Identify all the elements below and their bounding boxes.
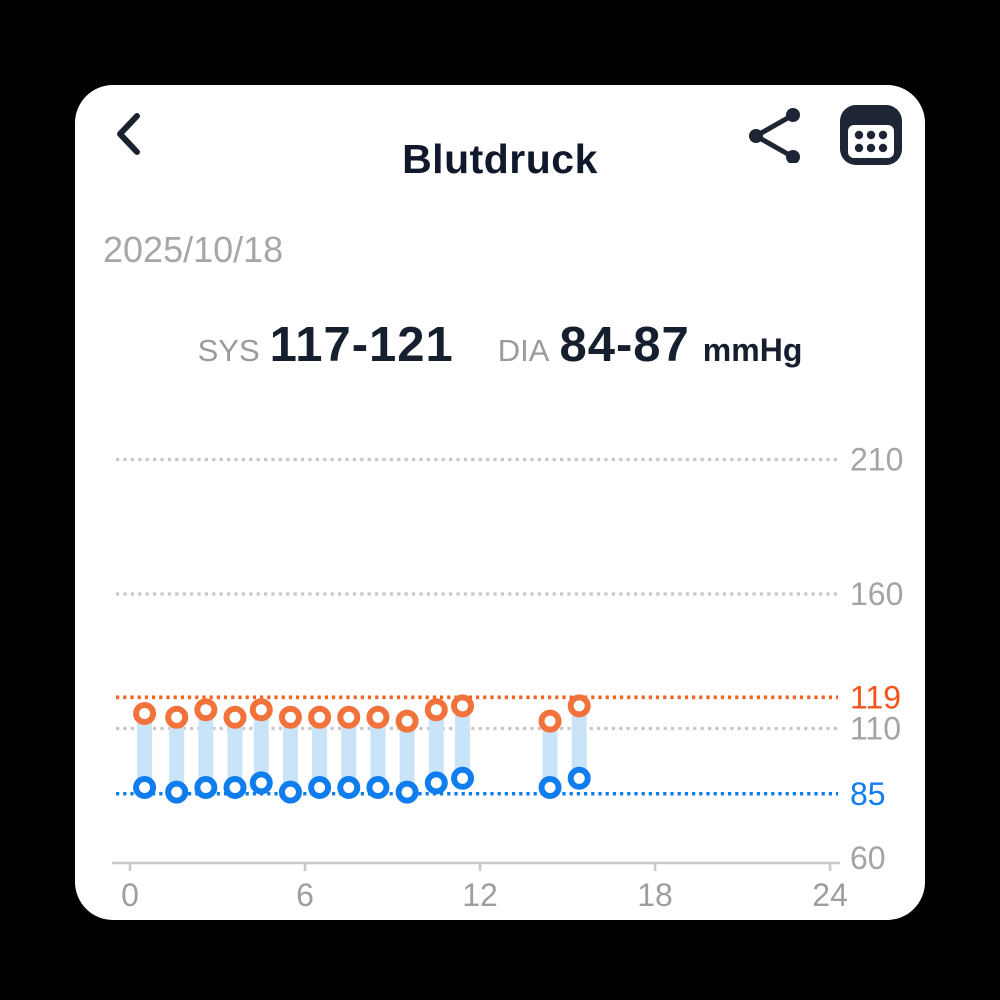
dia-point — [337, 776, 361, 799]
sys-point — [308, 705, 332, 729]
sys-point — [567, 694, 591, 718]
dia-point — [278, 780, 302, 804]
y-label-60: 60 — [850, 840, 886, 876]
dia-point — [451, 766, 475, 790]
sys-point — [424, 698, 448, 722]
reading-bar — [137, 713, 153, 788]
y-label-85: 85 — [850, 776, 886, 812]
bp-reading[interactable] — [278, 705, 302, 804]
sys-point — [165, 705, 189, 729]
bp-reading[interactable] — [567, 694, 591, 790]
sys-point — [133, 702, 157, 725]
reading-bar — [169, 717, 185, 793]
bp-reading[interactable] — [308, 705, 332, 799]
dia-point — [308, 776, 332, 799]
dia-point — [366, 776, 390, 799]
bp-summary: SYS 117-121 DIA 84-87 mmHg — [75, 317, 925, 373]
calendar-grid-icon — [840, 105, 902, 165]
dia-point — [133, 776, 157, 799]
bp-reading[interactable] — [249, 698, 273, 795]
reading-bar — [455, 705, 471, 779]
reading-bar — [542, 721, 558, 788]
sys-point — [538, 709, 562, 733]
dia-point — [194, 776, 218, 799]
y-label-210: 210 — [850, 442, 903, 478]
sys-point — [278, 705, 302, 729]
dia-point — [249, 771, 273, 795]
sys-point — [451, 694, 475, 718]
reading-bar — [198, 709, 214, 788]
bp-reading[interactable] — [424, 698, 448, 795]
dia-point — [538, 776, 562, 799]
dia-point — [567, 766, 591, 790]
chevron-left-icon — [117, 113, 140, 155]
page-title: Blutdruck — [402, 136, 598, 183]
bp-reading[interactable] — [223, 705, 247, 799]
y-label-160: 160 — [850, 576, 903, 612]
reading-bar — [571, 705, 587, 779]
bp-reading[interactable] — [538, 709, 562, 799]
x-label-18: 18 — [637, 877, 673, 913]
bp-reading[interactable] — [194, 698, 218, 799]
reading-bar — [312, 717, 328, 788]
bp-reading[interactable] — [395, 709, 419, 804]
dia-point — [395, 780, 419, 804]
sys-label: SYS — [197, 333, 260, 368]
dia-point — [223, 776, 247, 799]
dia-point — [424, 771, 448, 795]
bp-reading[interactable] — [366, 705, 390, 799]
bp-reading[interactable] — [337, 705, 361, 799]
x-label-0: 0 — [121, 877, 139, 913]
reading-bar — [370, 717, 386, 788]
date-label: 2025/10/18 — [103, 229, 284, 270]
sys-range-value: 117-121 — [269, 318, 454, 372]
y-label-110: 110 — [850, 711, 901, 747]
dia-range-value: 84-87 — [559, 318, 690, 372]
reading-bar — [341, 717, 357, 788]
dia-label: DIA — [497, 333, 550, 368]
blood-pressure-card: Blutdruck 2025/10/18 SYS 117-121 DIA 8 — [75, 85, 925, 920]
y-label-119: 119 — [850, 679, 901, 715]
reading-bar — [253, 709, 269, 783]
reading-bar — [282, 717, 298, 793]
x-label-6: 6 — [296, 877, 314, 913]
x-label-24: 24 — [812, 877, 848, 913]
calendar-button[interactable] — [837, 100, 905, 168]
share-button[interactable] — [743, 103, 803, 163]
sys-point — [194, 698, 218, 722]
x-label-12: 12 — [462, 877, 498, 913]
reading-bar — [227, 717, 243, 788]
sys-point — [223, 705, 247, 729]
reading-bar — [428, 709, 444, 783]
sys-point — [366, 705, 390, 729]
dia-point — [165, 780, 189, 804]
bp-reading[interactable] — [133, 702, 157, 799]
sys-point — [249, 698, 273, 722]
sys-point — [395, 709, 419, 733]
bp-unit: mmHg — [702, 332, 803, 368]
reading-bar — [399, 721, 415, 793]
back-button[interactable] — [105, 107, 157, 159]
bp-reading[interactable] — [165, 705, 189, 804]
bp-reading[interactable] — [451, 694, 475, 790]
share-icon — [749, 108, 800, 163]
sys-point — [337, 705, 361, 729]
